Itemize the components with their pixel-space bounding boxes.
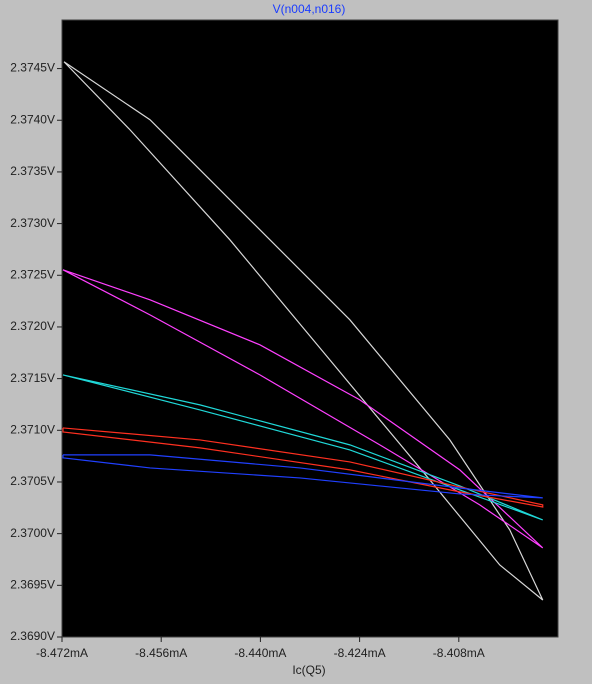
y-tick-label: 2.3705V xyxy=(10,474,55,488)
x-tick-label: -8.424mA xyxy=(334,646,386,660)
y-tick-label: 2.3710V xyxy=(10,422,55,436)
y-tick-label: 2.3720V xyxy=(10,319,55,333)
y-tick-label: 2.3690V xyxy=(10,629,55,643)
y-tick-label: 2.3735V xyxy=(10,164,55,178)
series-line xyxy=(62,454,543,499)
plot-area xyxy=(61,19,559,638)
y-tick-label: 2.3700V xyxy=(10,526,55,540)
x-axis-label: Ic(Q5) xyxy=(292,663,325,677)
y-tick-label: 2.3695V xyxy=(10,577,55,591)
y-tick-label: 2.3745V xyxy=(10,61,55,75)
series-line xyxy=(63,61,544,601)
y-tick-label: 2.3725V xyxy=(10,267,55,281)
x-tick-label: -8.472mA xyxy=(36,646,88,660)
x-tick-label: -8.408mA xyxy=(433,646,485,660)
x-tick-label: -8.456mA xyxy=(135,646,187,660)
series-line xyxy=(62,269,544,549)
series-line xyxy=(62,427,544,508)
y-tick-label: 2.3715V xyxy=(10,371,55,385)
y-tick-label: 2.3730V xyxy=(10,216,55,230)
chart-title: V(n004,n016) xyxy=(273,2,346,16)
series-line xyxy=(62,374,543,521)
x-tick-label: -8.440mA xyxy=(234,646,286,660)
y-tick-label: 2.3740V xyxy=(10,112,55,126)
